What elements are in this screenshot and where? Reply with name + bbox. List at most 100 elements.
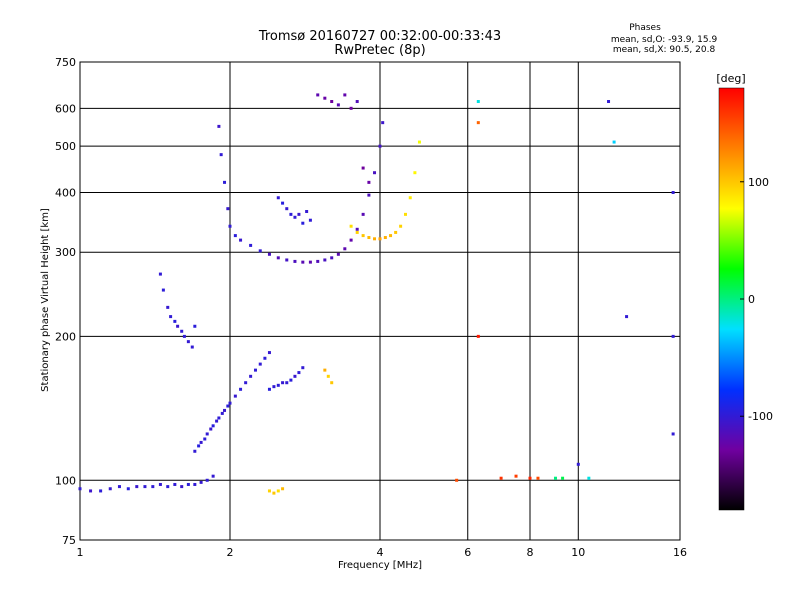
x-tick-label: 4 [377,546,384,559]
data-point [253,368,257,372]
data-point [186,482,190,486]
data-point [239,238,243,242]
data-point [219,153,223,157]
data-point [671,190,675,194]
data-point [228,401,232,405]
phases-legend-o: mean, sd,O: -93.9, 15.9 [611,35,718,45]
data-point [190,345,194,349]
data-point [285,207,289,211]
data-point [78,487,82,491]
data-point [297,371,301,375]
data-point [272,385,276,389]
data-point [499,476,503,480]
data-point [205,432,209,436]
data-point [197,444,201,448]
data-point [323,96,327,100]
data-point [361,166,365,170]
data-point [215,419,219,423]
data-point [281,381,285,385]
data-point [399,224,403,228]
chart-title: Tromsø 20160727 00:32:00-00:33:43 [258,29,501,44]
data-point [211,424,215,428]
data-point [367,180,371,184]
data-point [223,180,227,184]
data-point [417,140,421,144]
data-point [389,234,393,238]
y-tick-label: 750 [55,56,76,69]
data-point [305,210,309,214]
data-point [336,252,340,256]
y-tick-label: 300 [55,246,76,259]
data-point [476,121,480,125]
phases-legend-heading: Phases [629,23,661,33]
data-point [276,196,280,200]
data-point [99,489,103,493]
data-point [587,476,591,480]
data-point [193,324,197,328]
data-point [193,482,197,486]
data-point [326,374,330,378]
data-point [249,243,253,247]
data-point [476,334,480,338]
data-point [378,144,382,148]
data-point [166,305,170,309]
data-point [528,476,532,480]
data-point [336,103,340,107]
data-point [89,489,93,493]
data-point [161,288,165,292]
data-point [355,227,359,231]
data-point [263,356,267,360]
data-point [158,272,162,276]
data-point [226,207,230,211]
data-point [308,218,312,222]
data-point [625,315,629,319]
y-tick-label: 600 [55,102,76,115]
data-point [394,230,398,234]
data-point [199,440,203,444]
colorbar-ticks: 100 0 -100 [740,176,773,423]
data-point [361,212,365,216]
data-point [186,340,190,344]
axis-ticks: 1 2 4 6 8 10 16 75 100 200 300 400 500 600 750 [55,56,687,559]
data-point [180,485,184,489]
data-point [381,121,385,125]
colorbar-unit-label: [deg] [716,72,745,85]
data-point [182,334,186,338]
data-point [367,193,371,197]
y-tick-label: 100 [55,474,76,487]
data-point [276,383,280,387]
data-point [281,201,285,205]
data-point [267,252,271,256]
colorbar-tick-label: -100 [748,410,773,423]
data-point [285,258,289,262]
data-point [671,432,675,436]
data-point [173,319,177,323]
data-point [108,487,112,491]
data-point [355,100,359,104]
data-point [373,237,377,241]
data-point [228,224,232,228]
data-point [301,366,305,370]
data-point [233,234,237,238]
data-point [126,487,130,491]
data-point [330,381,334,385]
data-point [330,100,334,104]
data-point [199,480,203,484]
data-point [249,374,253,378]
data-point [349,106,353,110]
y-axis-label: Stationary phase Virtual Height [km] [40,208,51,392]
data-point [267,489,271,493]
data-point [343,93,347,97]
data-point [301,260,305,264]
data-point [308,260,312,264]
data-point [330,256,334,260]
data-point [536,476,540,480]
data-point [408,196,412,200]
data-point [276,489,280,493]
data-point [297,212,301,216]
data-point [514,474,518,478]
data-point [166,485,170,489]
data-point [267,387,271,391]
data-point [455,478,459,482]
